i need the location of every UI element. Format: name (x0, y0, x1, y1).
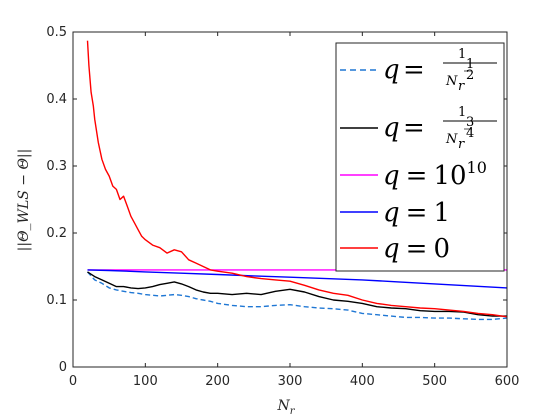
x-tick-label-300: 300 (278, 374, 303, 389)
series-line-2 (87, 271, 507, 317)
y-tick-label-0.2: 0.2 (46, 226, 67, 241)
legend-text-series-5: q = 0 (383, 234, 450, 264)
legend-eq-series-1: = (403, 55, 425, 85)
legend-box (335, 42, 505, 272)
y-axis-label: ||Θ_WLS − Θ|| (16, 149, 32, 252)
legend-den-sub-series-2: r (458, 137, 465, 152)
legend-den-sub-series-1: r (458, 79, 465, 94)
legend-entry-series-5: q = 0 (340, 234, 450, 264)
legend-entry-series-3: q = 1010 (340, 158, 487, 191)
x-axis-label: Nr (276, 398, 295, 417)
legend-den-series-2: N (445, 132, 458, 147)
legend-text-series-4: q = 1 (383, 198, 450, 228)
y-tick-label-0: 0 (59, 360, 67, 375)
x-tick-label-100: 100 (133, 374, 158, 389)
x-tick-label-0: 0 (69, 374, 77, 389)
legend-entry-series-1: q = 1 N r 1 2 (340, 47, 497, 94)
y-tick-label-0.3: 0.3 (46, 159, 67, 174)
ticks-layer: 0 100 200 300 400 500 600 0 0.1 0.2 0.3 0.4 0.5 (46, 25, 519, 389)
y-tick-label-0.5: 0.5 (46, 25, 67, 40)
legend-eq-series-2: = (403, 113, 425, 143)
legend: q = 1 N r 1 2 q = 1 N r 3 4 q = 1010 (335, 42, 505, 272)
legend-exp-num-series-2: 3 (466, 115, 474, 130)
legend-num-series-2: 1 (458, 105, 466, 120)
legend-exp-den-series-1: 2 (466, 68, 474, 83)
x-tick-label-500: 500 (422, 374, 447, 389)
legend-num-series-1: 1 (458, 47, 466, 62)
legend-lhs-series-1: q (383, 55, 400, 85)
series-layer (86, 40, 508, 321)
y-tick-label-0.4: 0.4 (46, 92, 67, 107)
legend-lhs-series-2: q (383, 113, 400, 143)
x-tick-label-200: 200 (205, 374, 230, 389)
x-tick-label-600: 600 (495, 374, 520, 389)
series-line-5 (86, 40, 508, 318)
x-tick-label-400: 400 (350, 374, 375, 389)
series-line-4 (87, 269, 508, 289)
legend-text-series-3: q = 1010 (383, 158, 487, 191)
legend-exp-num-series-1: 1 (466, 57, 474, 72)
series-line-1 (86, 271, 508, 321)
legend-entry-series-2: q = 1 N r 3 4 (340, 105, 497, 152)
legend-den-series-1: N (445, 74, 458, 89)
legend-entry-series-4: q = 1 (340, 198, 450, 228)
y-tick-label-0.1: 0.1 (46, 293, 67, 308)
legend-exp-den-series-2: 4 (466, 126, 474, 141)
